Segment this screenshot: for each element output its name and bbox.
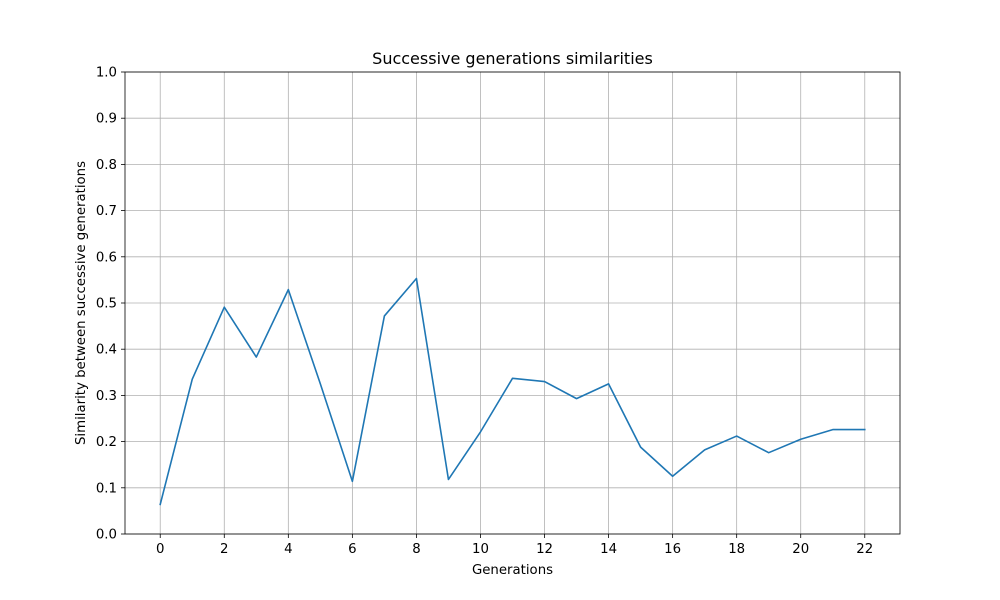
y-tick-label: 0.8 [96, 158, 117, 173]
y-tick-label: 1.0 [96, 66, 117, 81]
x-axis: 0 2 4 6 8 10 12 14 16 18 20 22 [156, 534, 873, 557]
y-tick-label: 0.6 [96, 250, 117, 265]
x-tick-label: 2 [220, 542, 228, 557]
x-tick-label: 10 [472, 542, 489, 557]
y-tick-label: 0.2 [96, 435, 117, 450]
series-layer [159, 277, 866, 506]
grid [125, 71, 900, 535]
y-tick-label: 0.9 [96, 112, 117, 127]
x-tick-label: 8 [412, 542, 420, 557]
y-tick-label: 0.7 [96, 204, 117, 219]
y-axis-title: Similarity between successive generation… [74, 161, 89, 445]
x-tick-label: 14 [600, 542, 617, 557]
x-tick-label: 4 [284, 542, 292, 557]
y-tick-label: 0.1 [96, 481, 117, 496]
series-line [159, 277, 866, 506]
y-tick-label: 0.4 [96, 343, 117, 358]
y-tick-label: 0.0 [96, 528, 117, 543]
x-tick-label: 18 [728, 542, 745, 557]
chart-title: Successive generations similarities [372, 49, 653, 68]
x-tick-label: 20 [792, 542, 809, 557]
x-axis-title: Generations [472, 563, 553, 578]
x-tick-label: 0 [156, 542, 164, 557]
x-tick-label: 6 [348, 542, 356, 557]
x-tick-label: 22 [856, 542, 873, 557]
y-tick-label: 0.3 [96, 389, 117, 404]
x-tick-label: 12 [536, 542, 553, 557]
y-tick-label: 0.5 [96, 297, 117, 312]
y-axis: 0.0 0.1 0.2 0.3 0.4 0.5 0.6 0.7 0.8 0.9 1.0 [96, 66, 125, 543]
x-tick-label: 16 [664, 542, 681, 557]
